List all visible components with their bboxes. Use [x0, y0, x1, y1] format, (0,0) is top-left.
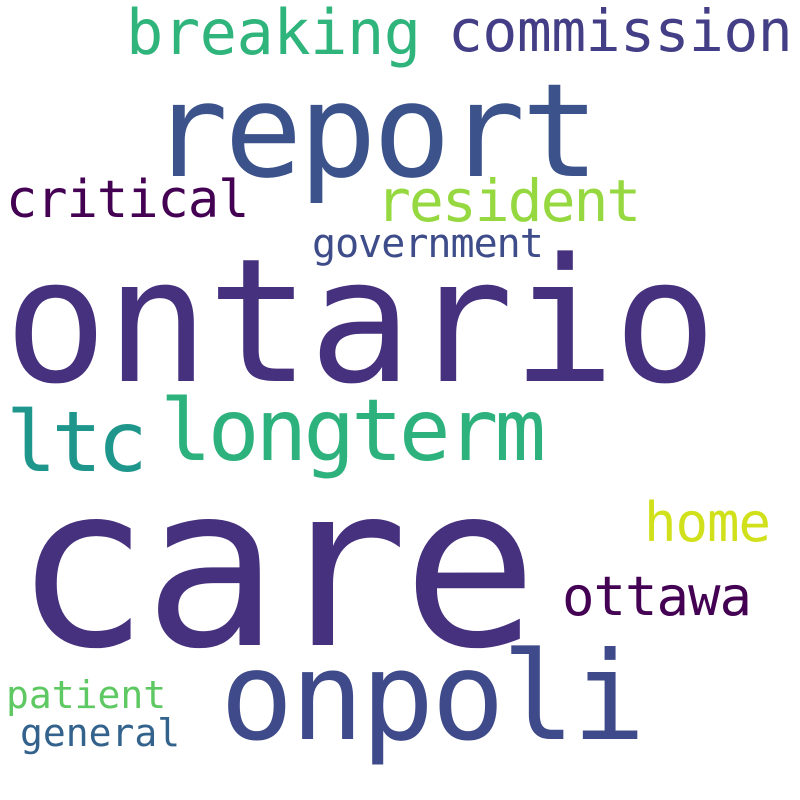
- word-critical: critical: [6, 170, 249, 230]
- word-commission: commission: [448, 0, 793, 65]
- word-breaking: breaking: [126, 0, 421, 69]
- word-government: government: [312, 221, 544, 267]
- word-onpoli: onpoli: [220, 626, 646, 768]
- word-ontario: ontario: [4, 221, 717, 422]
- word-home: home: [644, 491, 771, 554]
- word-ottawa: ottawa: [562, 565, 752, 628]
- word-longterm: longterm: [160, 381, 546, 481]
- word-patient: patient: [6, 673, 167, 717]
- word-report: report: [150, 55, 600, 207]
- word-general: general: [20, 711, 181, 755]
- word-ltc: ltc: [6, 393, 148, 491]
- word-care: care: [14, 437, 538, 699]
- word-resident: resident: [376, 167, 641, 235]
